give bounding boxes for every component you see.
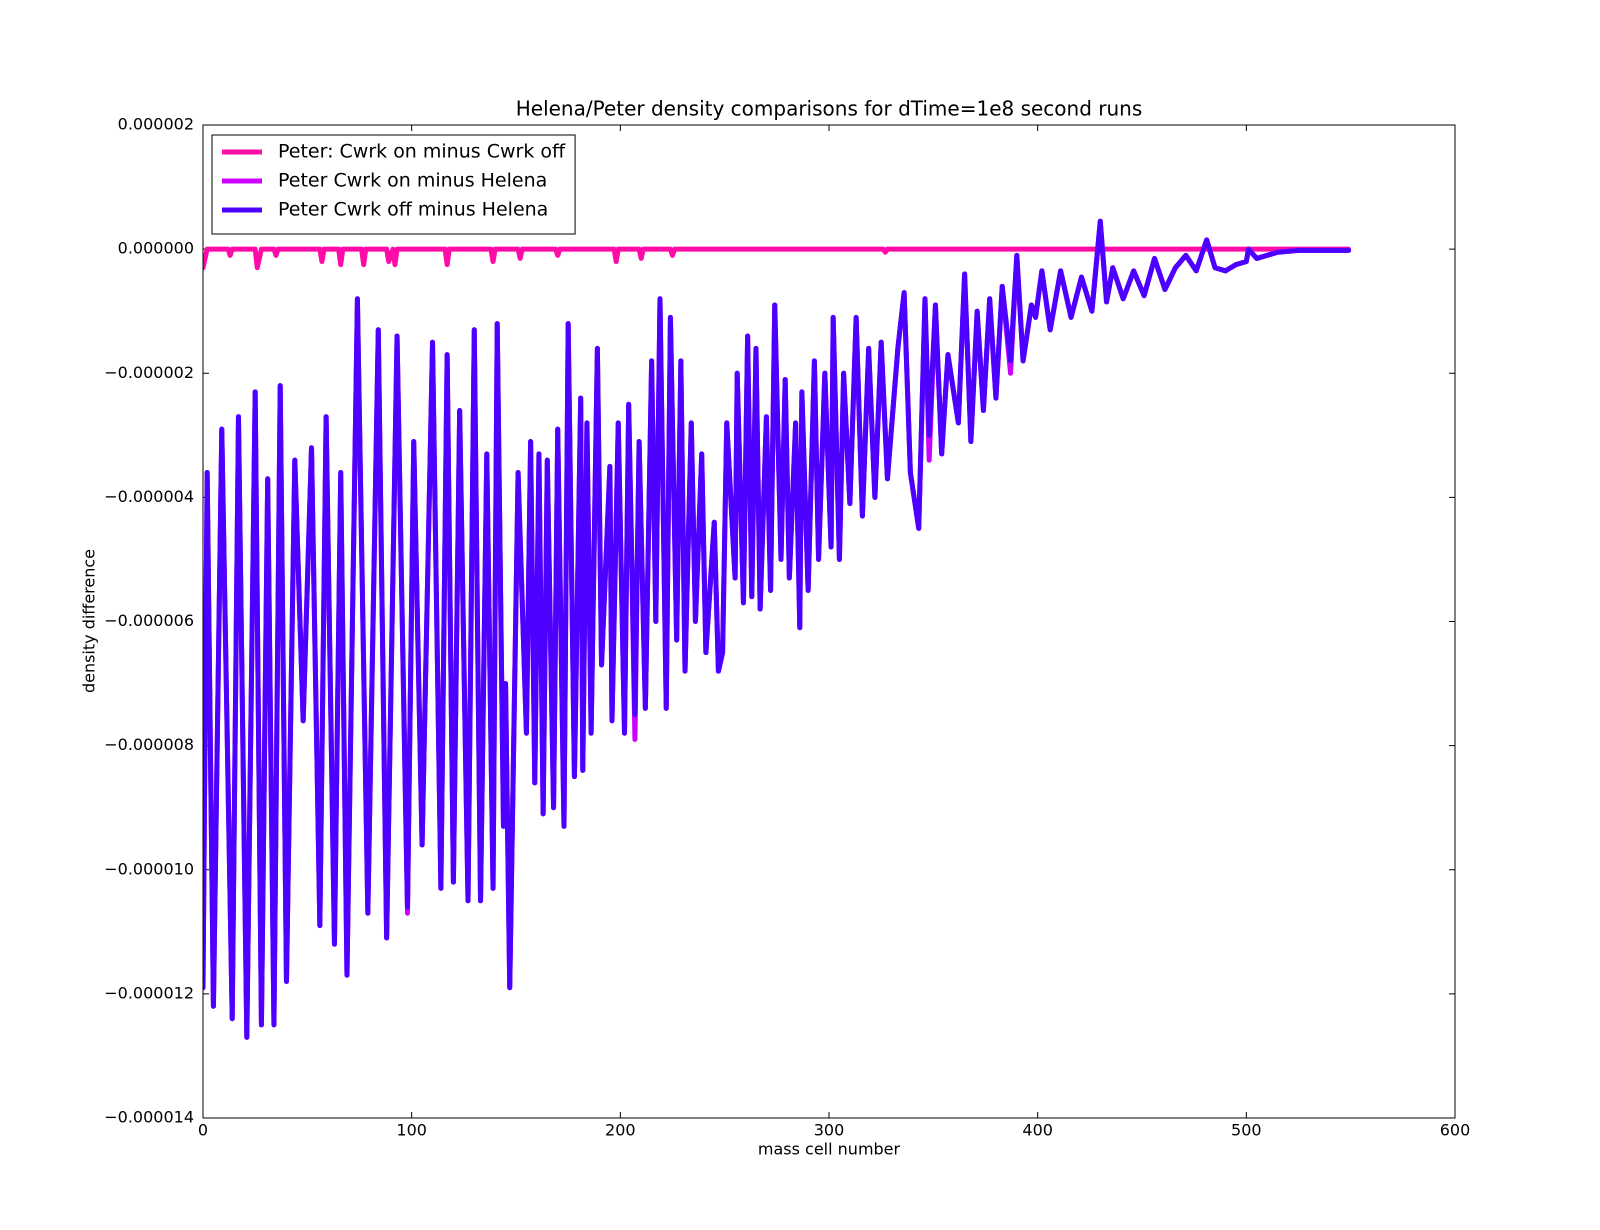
y-tick-label: −0.000008 [104, 735, 194, 754]
legend-label: Peter Cwrk off minus Helena [278, 199, 548, 221]
plot-frame [202, 124, 1456, 1119]
legend-box [211, 134, 576, 235]
y-tick-label: 0.000002 [118, 115, 194, 134]
series-line [203, 218, 1352, 1040]
y-tick-label: −0.000010 [104, 859, 194, 878]
y-tick-label: −0.000014 [104, 1108, 194, 1127]
chart-title: Helena/Peter density comparisons for dTi… [516, 97, 1143, 121]
legend-label: Peter: Cwrk on minus Cwrk off [278, 141, 566, 163]
x-tick-label: 600 [1440, 1121, 1471, 1140]
legend-label: Peter Cwrk on minus Helena [278, 170, 547, 192]
legend: Peter: Cwrk on minus Cwrk off Peter Cwrk … [211, 134, 576, 235]
y-tick-label: 0.000000 [118, 239, 194, 258]
x-tick-label: 400 [1022, 1121, 1053, 1140]
y-tick-label: −0.000006 [104, 611, 194, 630]
y-tick-label: −0.000002 [104, 363, 194, 382]
x-tick-label: 0 [198, 1121, 208, 1140]
y-axis-label: density difference [80, 549, 99, 693]
x-tick-label: 200 [605, 1121, 636, 1140]
y-tick-label: −0.000012 [104, 983, 194, 1002]
x-tick-label: 100 [396, 1121, 427, 1140]
series-line [203, 246, 1352, 271]
x-axis-label: mass cell number [758, 1140, 901, 1159]
x-tick-label: 300 [814, 1121, 845, 1140]
x-tick-label: 500 [1231, 1121, 1262, 1140]
y-tick-label: −0.000004 [104, 487, 194, 506]
